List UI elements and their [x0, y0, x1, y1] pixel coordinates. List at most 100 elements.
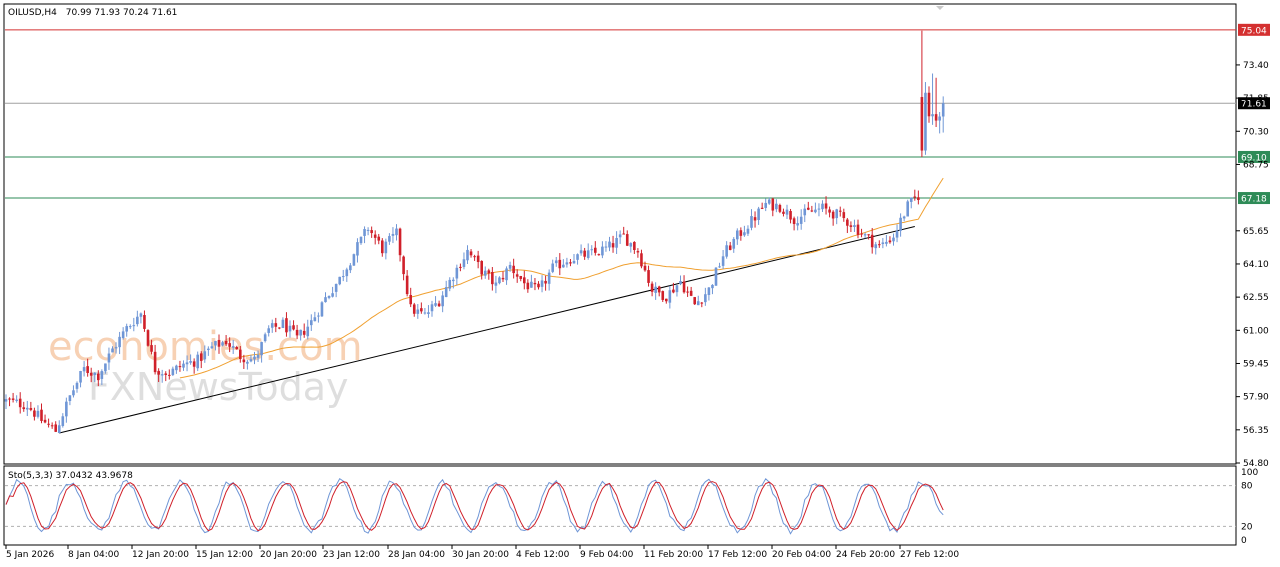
candle[interactable] — [899, 213, 902, 237]
candle[interactable] — [75, 381, 79, 393]
candle[interactable] — [675, 285, 679, 297]
candle[interactable] — [18, 392, 22, 414]
candle[interactable] — [210, 342, 214, 349]
candle[interactable] — [650, 281, 654, 297]
candle[interactable] — [242, 354, 246, 369]
candle[interactable] — [228, 337, 231, 353]
candle[interactable] — [391, 227, 395, 244]
candle[interactable] — [143, 310, 146, 332]
candle[interactable] — [501, 271, 505, 282]
candle[interactable] — [40, 403, 43, 424]
candle[interactable] — [288, 320, 292, 338]
candle[interactable] — [579, 244, 583, 256]
candle[interactable] — [523, 270, 526, 290]
candle[interactable] — [629, 242, 633, 253]
candle[interactable] — [11, 392, 15, 403]
candle[interactable] — [29, 401, 33, 412]
candle[interactable] — [65, 397, 68, 423]
candle[interactable] — [657, 285, 661, 297]
candle[interactable] — [686, 286, 689, 297]
candle[interactable] — [512, 258, 515, 279]
candle[interactable] — [576, 253, 579, 265]
candle[interactable] — [235, 345, 239, 350]
candle[interactable] — [341, 269, 345, 282]
candle[interactable] — [494, 275, 498, 294]
candle[interactable] — [114, 342, 118, 354]
candle[interactable] — [679, 275, 682, 286]
candle[interactable] — [661, 290, 665, 303]
candle[interactable] — [79, 370, 82, 388]
candle[interactable] — [388, 233, 391, 245]
candle[interactable] — [377, 233, 381, 245]
candle[interactable] — [927, 86, 931, 123]
candle[interactable] — [33, 407, 36, 421]
candle[interactable] — [853, 219, 856, 232]
candle[interactable] — [775, 199, 778, 213]
candle[interactable] — [224, 335, 228, 347]
candle[interactable] — [160, 369, 164, 383]
candle[interactable] — [352, 253, 356, 266]
candle[interactable] — [487, 268, 491, 280]
candle[interactable] — [295, 324, 299, 340]
candle[interactable] — [654, 282, 657, 300]
candle[interactable] — [668, 285, 672, 309]
candle[interactable] — [118, 331, 121, 355]
candle[interactable] — [835, 208, 838, 225]
candle[interactable] — [803, 204, 807, 223]
candle[interactable] — [750, 209, 753, 231]
candle[interactable] — [306, 319, 310, 340]
candle[interactable] — [693, 296, 696, 306]
candle[interactable] — [917, 190, 920, 205]
candle[interactable] — [412, 302, 416, 317]
candle[interactable] — [455, 264, 459, 286]
candle[interactable] — [349, 263, 352, 274]
candle[interactable] — [569, 258, 572, 267]
candle[interactable] — [196, 351, 199, 372]
candle[interactable] — [310, 314, 313, 331]
candle[interactable] — [157, 368, 160, 383]
candle[interactable] — [462, 252, 466, 270]
candle[interactable] — [395, 224, 398, 241]
candle[interactable] — [547, 269, 551, 291]
candle[interactable] — [714, 267, 718, 286]
candle[interactable] — [941, 96, 945, 133]
candle[interactable] — [636, 248, 640, 258]
candle[interactable] — [810, 205, 814, 213]
candle[interactable] — [583, 247, 586, 260]
candle[interactable] — [43, 414, 47, 424]
candle[interactable] — [128, 324, 132, 329]
candle[interactable] — [100, 369, 104, 385]
candle[interactable] — [246, 359, 249, 370]
candle[interactable] — [519, 275, 523, 282]
candle[interactable] — [434, 296, 437, 307]
candle[interactable] — [515, 269, 519, 283]
candle[interactable] — [72, 385, 75, 398]
candle[interactable] — [863, 232, 867, 239]
candle[interactable] — [736, 228, 739, 245]
candle[interactable] — [15, 395, 18, 403]
candle[interactable] — [696, 295, 700, 306]
candle[interactable] — [878, 240, 881, 248]
candle[interactable] — [189, 354, 192, 365]
candle[interactable] — [476, 250, 480, 269]
candle[interactable] — [452, 277, 455, 289]
candle[interactable] — [320, 301, 324, 317]
candle[interactable] — [483, 266, 487, 279]
candle[interactable] — [920, 30, 924, 157]
candle[interactable] — [107, 347, 111, 370]
candle[interactable] — [760, 202, 764, 210]
candle[interactable] — [739, 227, 743, 241]
candle[interactable] — [537, 281, 540, 290]
candle[interactable] — [870, 227, 874, 254]
candle[interactable] — [192, 358, 196, 374]
candle[interactable] — [430, 300, 434, 317]
candle[interactable] — [423, 308, 427, 315]
candle[interactable] — [814, 202, 817, 214]
candle[interactable] — [838, 206, 842, 217]
candle[interactable] — [902, 215, 906, 222]
candle[interactable] — [746, 225, 750, 236]
candle[interactable] — [104, 363, 107, 374]
candle[interactable] — [551, 259, 554, 274]
candle[interactable] — [416, 303, 420, 319]
candle[interactable] — [856, 219, 860, 239]
